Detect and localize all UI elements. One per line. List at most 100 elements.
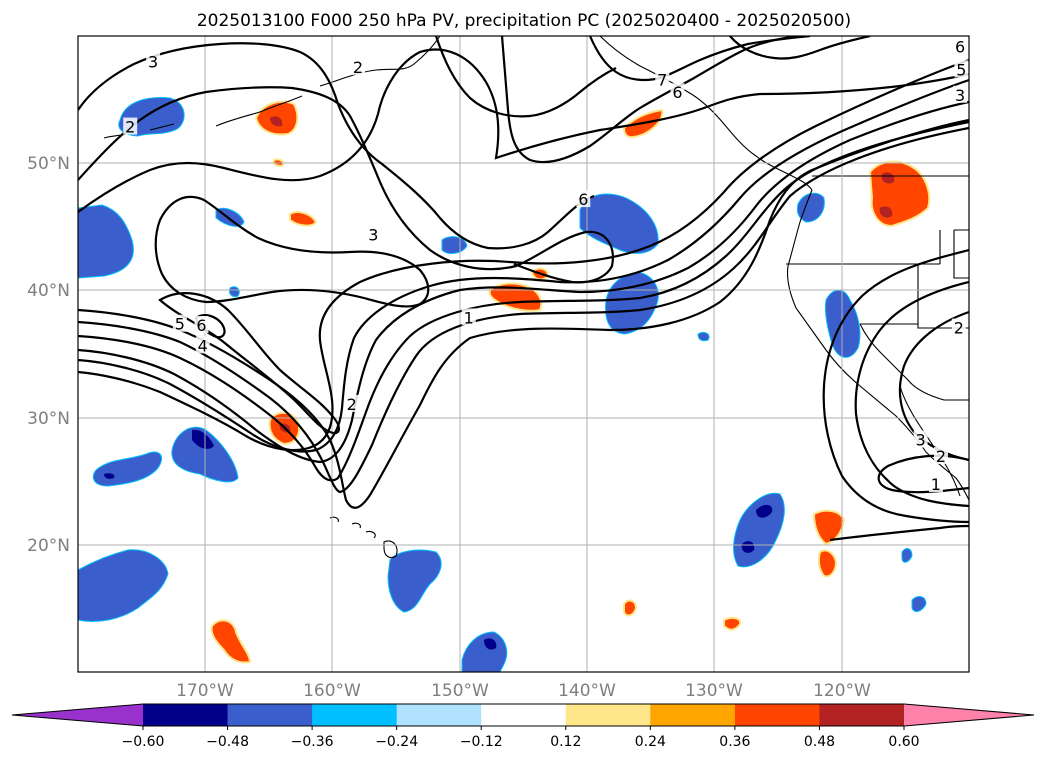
coastline (899, 385, 961, 497)
contour-label: 5 (175, 315, 185, 334)
contour-label-background (146, 52, 161, 70)
contour-label-background (195, 336, 210, 354)
precip-negative-area (387, 549, 442, 613)
contour-label-background (913, 430, 928, 448)
colorbar-tick-label: 0.12 (550, 734, 581, 750)
border-line (786, 175, 969, 329)
precip-strong-negative-core (104, 473, 115, 479)
lon-tick-label: 150°W (431, 681, 489, 701)
colorbar-segment (143, 704, 229, 726)
precip-negative-area (461, 631, 508, 672)
colorbar-segment (396, 704, 482, 726)
contour-label: 2 (353, 58, 363, 77)
contour-label: 3 (955, 86, 965, 105)
precip-positive-area (210, 619, 252, 664)
precip-negative-area (78, 204, 134, 279)
colorbar-tick-label: −0.48 (206, 734, 249, 750)
contour-label: 2 (954, 319, 964, 338)
pv-contour (500, 36, 801, 164)
colorbar-segment (481, 704, 567, 726)
contour-label: 1 (464, 308, 474, 327)
pv-contour (78, 100, 969, 464)
coastline (599, 36, 813, 191)
lon-tick-label: 120°W (813, 681, 871, 701)
contour-label-background (194, 316, 209, 334)
coastlines (103, 36, 969, 559)
border-line (859, 323, 969, 401)
colorbar-tick-label: −0.24 (375, 734, 418, 750)
colorbar-tick-label: −0.12 (460, 734, 503, 750)
pv-contour (78, 86, 614, 284)
map-background (78, 36, 969, 672)
pv-contour (854, 280, 969, 508)
colorbar-tick-label: −0.36 (291, 734, 334, 750)
colorbar-segment (227, 704, 313, 726)
colorbar-tick-label: −0.60 (122, 734, 165, 750)
pv-contour (78, 42, 595, 250)
contour-label-background (928, 475, 943, 493)
contour-label-background (951, 318, 966, 336)
lon-tick-labels: 170°W 160°W 150°W 140°W 130°W 120°W (176, 681, 871, 701)
colorbar-extend-low (12, 704, 143, 726)
colorbar-segment (819, 704, 905, 726)
precip-negative-area (911, 596, 927, 612)
precip-strong-negative-core (756, 504, 773, 518)
colorbar-segment (650, 704, 736, 726)
precip-fills (78, 97, 931, 672)
contour-label-background (954, 60, 969, 78)
lon-tick-label: 130°W (685, 681, 743, 701)
precip-strong-negative-core (484, 638, 497, 650)
pv-contour (877, 454, 969, 494)
precip-strong-positive-core (879, 206, 893, 218)
precip-positive-area (723, 616, 742, 631)
colorbar-tick-label: 0.48 (804, 734, 835, 750)
contour-label-background (576, 190, 591, 208)
colorbar-segment (312, 704, 398, 726)
lat-tick-label: 20°N (27, 536, 70, 556)
map-frame (77, 35, 970, 673)
contour-label: 2 (936, 447, 946, 466)
pv-contour (78, 58, 969, 452)
contour-label-background (344, 394, 359, 412)
contour-label: 4 (198, 336, 208, 355)
contour-label: 6 (955, 37, 965, 56)
pv-contour (78, 48, 969, 213)
precip-negative-area (229, 286, 240, 297)
precip-strong-positive-core (270, 116, 283, 127)
contour-label: 1 (931, 475, 941, 494)
contour-label: 3 (916, 430, 926, 449)
contour-label: 2 (347, 395, 357, 414)
precip-strong-negative-core (741, 541, 755, 553)
contour-label-background (172, 314, 187, 332)
contour-label-background (123, 117, 138, 135)
pv-contour (729, 36, 871, 60)
precip-positive-area (289, 211, 318, 227)
precip-strong-positive-core (881, 172, 895, 184)
pv-contour (829, 524, 969, 542)
coastline (215, 36, 441, 127)
pv-contour (78, 126, 969, 494)
contour-label: 6 (196, 316, 206, 335)
lat-tick-labels: 20°N 30°N 40°N 50°N (27, 154, 70, 556)
precip-negative-area (441, 236, 468, 254)
contour-label-background (366, 225, 381, 243)
contour-label-background (461, 308, 476, 326)
colorbar-tick-label: 0.60 (888, 734, 919, 750)
contour-label: 6 (578, 190, 588, 209)
precip-negative-area (78, 549, 169, 622)
contour-label-background (655, 70, 670, 88)
gridlines (78, 36, 969, 672)
pv-contour (158, 292, 340, 435)
lon-tick-label: 160°W (303, 681, 361, 701)
contour-label-background (670, 83, 685, 101)
contour-label: 5 (956, 60, 966, 79)
contour-label: 6 (672, 83, 682, 102)
contour-label-background (933, 447, 948, 465)
precip-negative-area (901, 548, 913, 563)
contour-label-background (953, 37, 968, 55)
contour-label: 3 (368, 226, 378, 245)
precip-positive-area (817, 549, 838, 578)
